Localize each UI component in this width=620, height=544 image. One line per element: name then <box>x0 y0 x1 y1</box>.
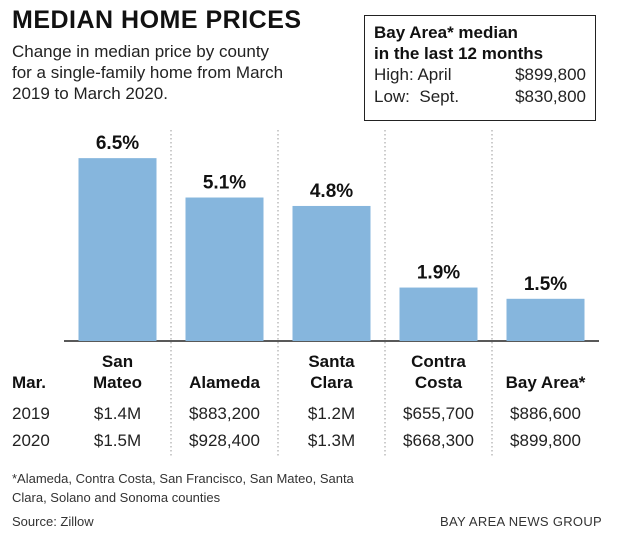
bar-1 <box>185 197 264 341</box>
row-header-mar: Mar. <box>12 373 46 392</box>
category-label-0: Mateo <box>93 373 142 392</box>
table-cell: $1.4M <box>94 404 141 423</box>
infobox-low-label: Low: Sept. <box>374 87 460 106</box>
category-label-3: Contra <box>411 352 466 371</box>
infobox-high-row: High: April $899,800 <box>374 64 586 86</box>
infobox-high-value: $899,800 <box>515 65 586 84</box>
table-cell: $1.2M <box>308 404 355 423</box>
category-label-4: Bay Area* <box>506 373 586 392</box>
infobox-low-row: Low: Sept. $830,800 <box>374 86 586 108</box>
chart-title: MEDIAN HOME PRICES <box>12 6 302 34</box>
table-cell: $928,400 <box>189 431 260 450</box>
table-cell: $668,300 <box>403 431 474 450</box>
data-label-2: 4.8% <box>310 181 353 202</box>
row-year-label: 2020 <box>12 431 50 450</box>
row-year-label: 2019 <box>12 404 50 423</box>
table-cell: $1.3M <box>308 431 355 450</box>
table-cell: $883,200 <box>189 404 260 423</box>
bar-0 <box>78 158 157 341</box>
table-cell: $655,700 <box>403 404 474 423</box>
data-label-0: 6.5% <box>96 133 139 154</box>
data-label-4: 1.5% <box>524 274 567 295</box>
footnote: *Alameda, Contra Costa, San Francisco, S… <box>12 471 354 505</box>
credit: BAY AREA NEWS GROUP <box>440 514 602 529</box>
bar-3 <box>399 287 478 341</box>
category-label-2: Santa <box>308 352 355 371</box>
data-label-1: 5.1% <box>203 173 246 194</box>
infobox-high-label: High: April <box>374 65 452 84</box>
category-label-3: Costa <box>415 373 463 392</box>
infobox-low-value: $830,800 <box>515 87 586 106</box>
category-label-1: Alameda <box>189 373 260 392</box>
category-label-2: Clara <box>310 373 353 392</box>
bay-area-median-box: Bay Area* median in the last 12 months H… <box>364 15 596 121</box>
source-note: Source: Zillow <box>12 514 94 529</box>
data-label-3: 1.9% <box>417 263 460 284</box>
chart-subtitle: Change in median price by county for a s… <box>12 42 284 103</box>
bar-2 <box>292 205 371 341</box>
infobox-heading: Bay Area* median in the last 12 months <box>374 23 544 63</box>
table-cell: $899,800 <box>510 431 581 450</box>
table-cell: $1.5M <box>94 431 141 450</box>
category-label-0: San <box>102 352 133 371</box>
table-cell: $886,600 <box>510 404 581 423</box>
bar-4 <box>506 298 585 341</box>
